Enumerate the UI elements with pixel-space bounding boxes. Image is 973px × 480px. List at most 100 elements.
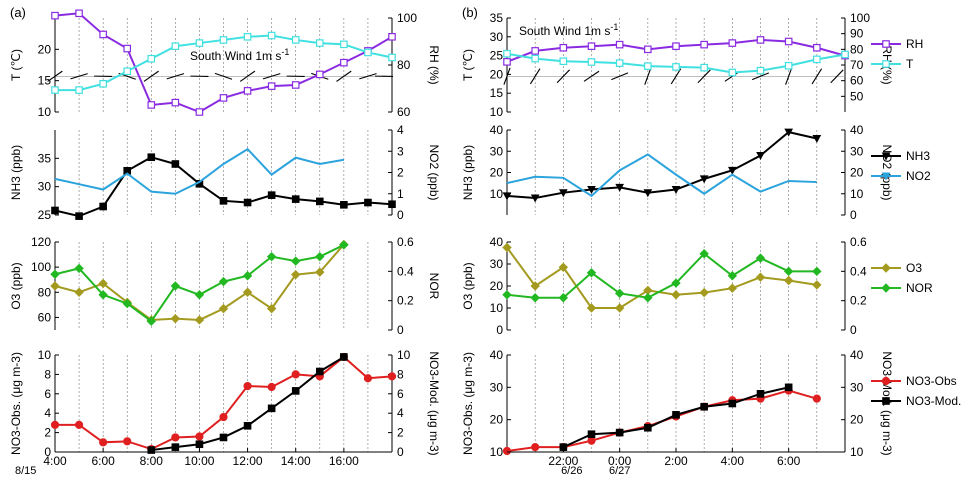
data-point (558, 262, 569, 273)
right-tick-label: 30 (850, 144, 864, 158)
series-line-no2 (54, 147, 345, 195)
panel-label: (b) (462, 5, 478, 20)
data-point (267, 31, 276, 40)
left-tick-label: 20 (490, 166, 504, 180)
right-tick-label: 0 (397, 323, 404, 337)
right-axis-label: NO3-Mod. (μg m-3) (427, 351, 441, 455)
data-point (784, 128, 794, 137)
left-axis-label: O3 (ppb) (461, 262, 475, 309)
data-point (123, 437, 132, 446)
legend-marker (881, 263, 891, 273)
data-point (727, 166, 737, 175)
right-tick-label: 4 (397, 123, 404, 137)
data-point (123, 67, 132, 76)
data-point (267, 382, 276, 392)
data-point (291, 387, 300, 395)
x-tick-label: 4:00 (721, 454, 745, 468)
data-point (243, 381, 252, 391)
x-tick-label: 4:00 (43, 454, 67, 468)
data-point (99, 202, 107, 211)
right-tick-label: 40 (850, 348, 864, 362)
legend-label: NOR (906, 281, 933, 295)
data-point (194, 315, 205, 325)
right-tick-label: 0 (397, 445, 404, 459)
legend-label: NO2 (906, 169, 931, 183)
data-point (315, 267, 325, 277)
data-point (99, 438, 108, 447)
data-point (51, 11, 59, 20)
wind-note: South Wind 1m s-1 (190, 47, 289, 63)
legend-label: O3 (906, 261, 922, 275)
data-point (267, 191, 276, 199)
data-point (671, 290, 681, 300)
data-point (756, 152, 765, 161)
left-tick-label: 40 (490, 348, 504, 362)
wind-vector (143, 70, 159, 82)
right-tick-label: 8 (397, 367, 404, 381)
data-point (755, 253, 766, 263)
data-point (51, 86, 59, 94)
data-point (558, 189, 568, 198)
data-point (242, 287, 253, 297)
data-point (340, 353, 348, 361)
left-tick-label: 20 (490, 67, 504, 81)
x-tick-label: 16:00 (329, 454, 359, 468)
left-axis-label: T (℃) (9, 49, 23, 81)
right-axis-label: NO2 (ppb) (427, 144, 441, 200)
data-point (503, 58, 511, 66)
right-tick-label: 2 (397, 426, 404, 440)
data-point (530, 194, 540, 203)
left-tick-label: 40 (490, 123, 504, 137)
data-point (242, 271, 253, 281)
data-point (699, 175, 709, 184)
data-point (643, 189, 653, 198)
data-point (219, 433, 228, 442)
data-point (700, 63, 708, 72)
left-tick-label: 10 (38, 348, 52, 362)
data-point (267, 82, 276, 90)
legend-label: RH (906, 37, 923, 51)
data-point (530, 281, 540, 291)
data-point (700, 402, 708, 411)
left-tick-label: 15 (38, 74, 52, 88)
left-tick-label: 10 (38, 105, 52, 119)
data-point (812, 266, 822, 277)
data-point (315, 197, 324, 206)
right-tick-label: 60 (850, 74, 864, 88)
data-point (587, 430, 596, 439)
wind-vector (70, 73, 88, 80)
data-point (728, 68, 737, 77)
legend-marker (882, 40, 890, 48)
right-tick-label: 0 (397, 208, 404, 222)
left-axis-label: O3 (ppb) (9, 262, 23, 309)
right-axis-label: RH (%) (427, 45, 441, 84)
right-tick-label: 0.6 (397, 235, 414, 249)
data-point (291, 370, 300, 379)
data-point (700, 40, 708, 49)
series-line-no2 (506, 153, 817, 198)
data-point (672, 42, 680, 51)
wind-vector (359, 73, 377, 80)
data-point (219, 94, 228, 102)
data-point (728, 399, 737, 408)
data-point (266, 251, 277, 262)
left-tick-label: 30 (490, 30, 504, 44)
data-point (614, 303, 625, 313)
data-point (315, 70, 324, 79)
data-point (219, 412, 228, 422)
right-tick-label: 0.6 (850, 235, 867, 249)
left-axis-label: NO3-Obs. (μg m-3) (461, 352, 475, 455)
right-tick-label: 60 (397, 105, 411, 119)
legend-marker (882, 60, 890, 68)
left-tick-label: 0 (496, 323, 503, 337)
data-point (502, 290, 512, 300)
data-point (147, 54, 156, 63)
right-tick-label: 0.2 (850, 294, 867, 308)
right-tick-label: 0.4 (397, 264, 414, 278)
data-point (727, 283, 738, 293)
data-point (559, 43, 568, 52)
data-point (699, 249, 709, 259)
data-point (74, 263, 84, 274)
data-point (671, 278, 681, 288)
